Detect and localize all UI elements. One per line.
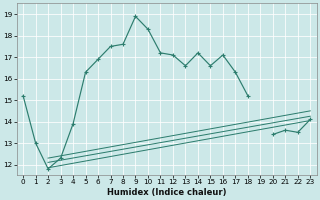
X-axis label: Humidex (Indice chaleur): Humidex (Indice chaleur) [107, 188, 227, 197]
